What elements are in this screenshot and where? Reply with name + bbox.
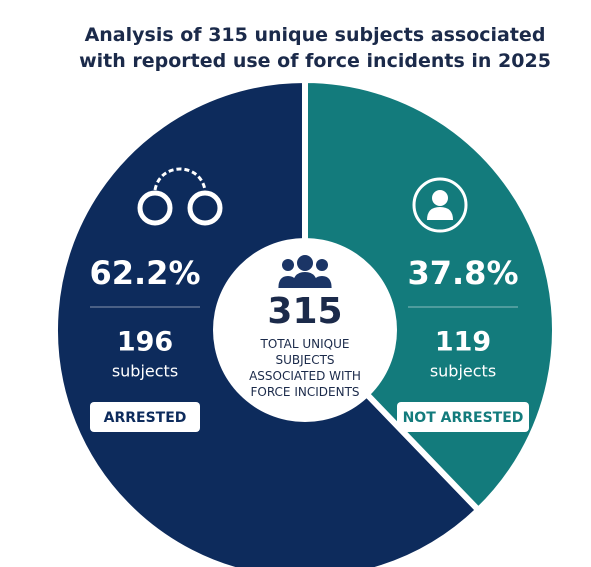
total: 315 — [267, 291, 342, 332]
person-icon — [412, 177, 468, 233]
category-label: NOT ARRESTED — [403, 410, 524, 426]
badge — [90, 402, 200, 432]
icon-ring — [412, 177, 468, 233]
count-unit: subjects — [430, 362, 496, 381]
icon-body — [292, 272, 318, 288]
count-unit: subjects — [112, 362, 178, 381]
people-icon — [278, 255, 332, 288]
icon-head — [432, 190, 448, 206]
category-label: ARRESTED — [104, 410, 187, 426]
icon-head — [297, 255, 313, 271]
badge — [397, 402, 529, 432]
count: 119 — [435, 327, 491, 358]
cuff — [187, 190, 223, 226]
chart-title: Analysis of 315 unique subjects associat… — [79, 24, 551, 72]
cuff — [137, 190, 173, 226]
chain — [153, 167, 207, 191]
percent-label: 37.8% — [407, 254, 518, 292]
total-label: TOTAL UNIQUE SUBJECTS ASSOCIATED WITH FO… — [249, 337, 361, 399]
total-label-box: TOTAL UNIQUE SUBJECTS ASSOCIATED WITH FO… — [249, 337, 361, 399]
percent-label: 62.2% — [89, 254, 200, 292]
icon-head — [282, 259, 294, 271]
icon-head — [316, 259, 328, 271]
count: 196 — [117, 327, 173, 358]
icon-body — [427, 207, 453, 220]
center-disc — [213, 238, 397, 422]
handcuffs-icon — [137, 167, 223, 226]
